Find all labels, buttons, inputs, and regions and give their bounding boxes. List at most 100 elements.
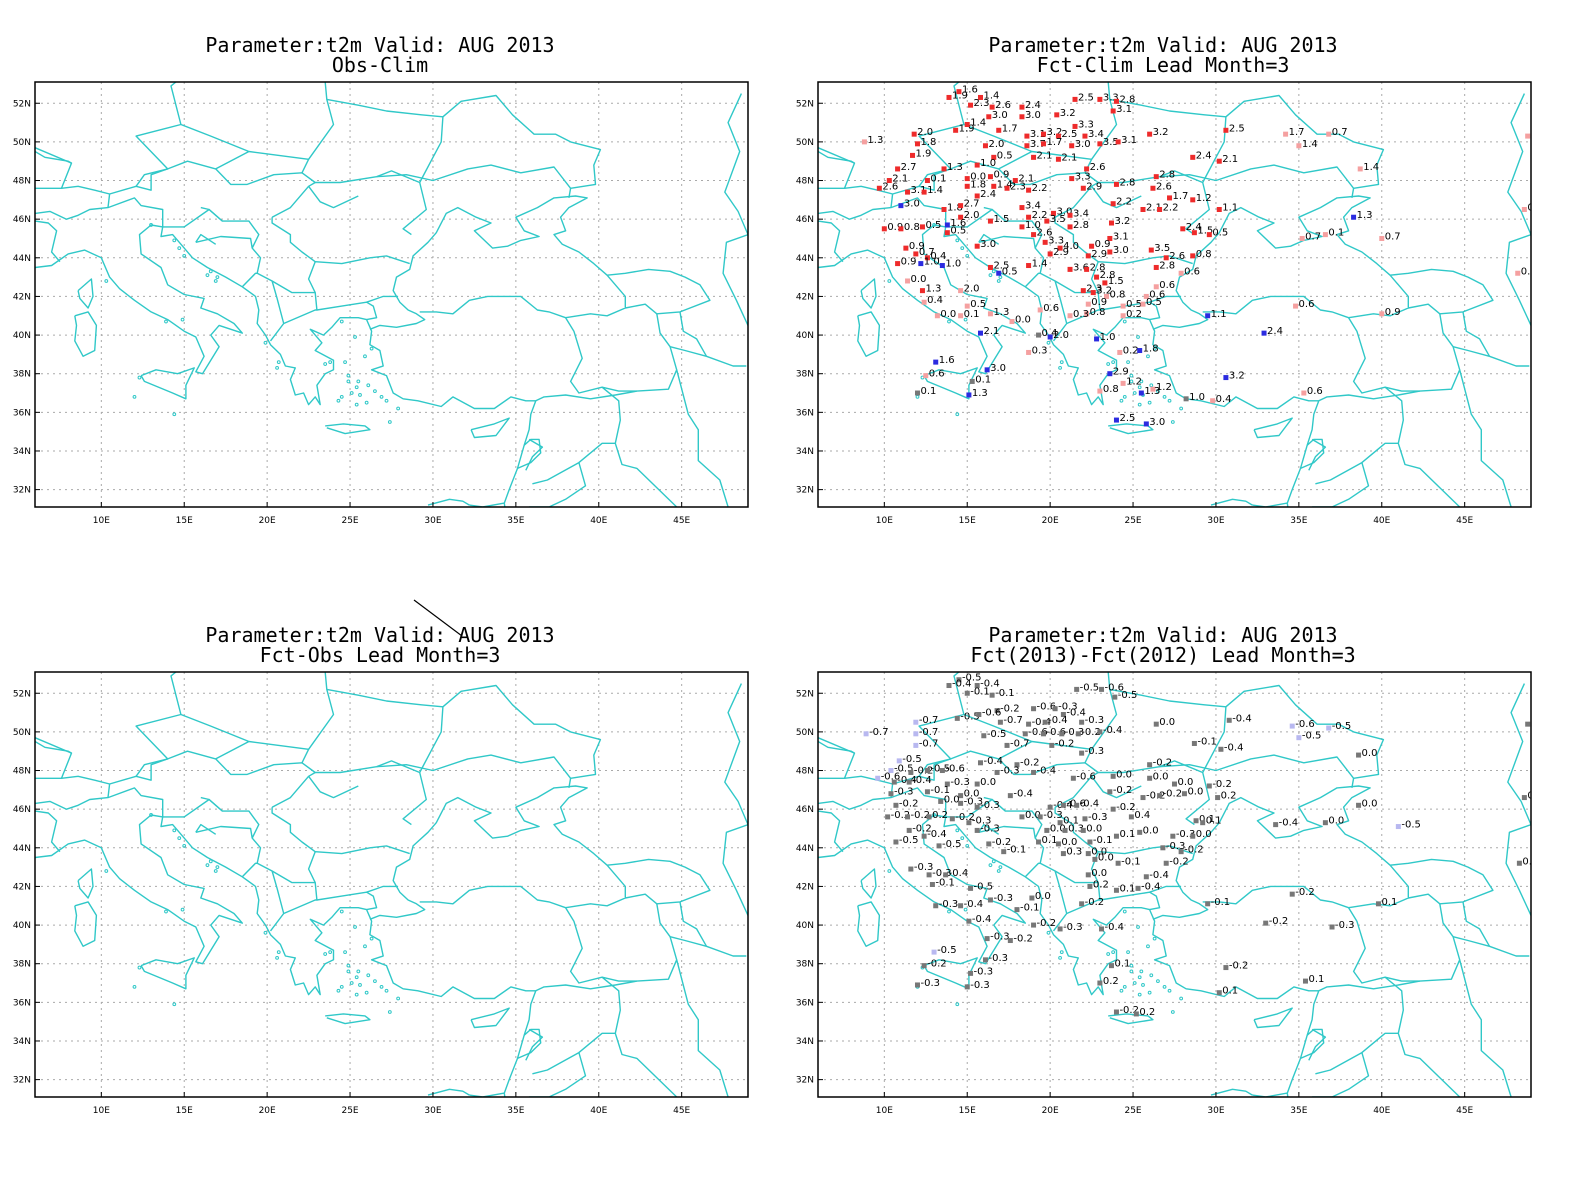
station-square	[1107, 235, 1113, 241]
station-marker: 1.9	[946, 90, 968, 101]
station-value: 1.4	[983, 90, 999, 101]
coastline	[35, 787, 164, 817]
station-square	[1029, 895, 1035, 901]
station-value: 0.0	[1328, 816, 1344, 827]
station-value: 2.3	[974, 98, 990, 109]
station-value: -0.4	[1103, 725, 1123, 736]
island	[947, 909, 951, 914]
coastline	[308, 185, 359, 209]
station-marker: -0.6	[1070, 771, 1096, 782]
station-square	[938, 798, 944, 804]
station-value: 0.9	[909, 241, 925, 252]
station-value: 1.3	[925, 284, 941, 295]
coastline	[1452, 346, 1530, 367]
station-marker: -0.4	[1135, 881, 1161, 892]
station-marker: 2.1	[1216, 154, 1238, 165]
coastline	[35, 224, 244, 375]
station-square	[974, 193, 980, 199]
island	[369, 346, 374, 351]
station-value: 1.0	[924, 257, 940, 268]
station-marker: -0.3	[984, 932, 1010, 943]
station-square	[1379, 311, 1385, 317]
lat-tick-label: 32N	[796, 1076, 814, 1086]
station-square	[976, 712, 982, 717]
station-marker: -0.5	[1395, 820, 1421, 831]
station-value: 0.5	[1002, 266, 1018, 277]
map-fct-clim: 1.61.41.92.3 2.6 2.42.5 3.3 2.83.0 3.0 3.2 3.13…	[796, 81, 1532, 526]
station-square	[1004, 185, 1010, 191]
station-value: 1.4	[970, 118, 986, 129]
lat-tick-label: 32N	[13, 486, 31, 496]
station-value: 2.0	[917, 127, 933, 138]
station-value: -0.3	[1088, 812, 1108, 823]
station-marker: 3.3	[1097, 92, 1119, 103]
station-value: -0.3	[964, 796, 984, 807]
station-value: 0.8	[1103, 384, 1119, 395]
station-square	[875, 775, 881, 781]
station-square	[964, 122, 970, 127]
station-value: 2.0	[964, 284, 980, 295]
station-value: -0.6	[982, 708, 1002, 719]
panel-subtitle: Fct-Clim Lead Month=3	[1036, 53, 1290, 77]
station-value: 0.0	[911, 274, 927, 285]
island	[1136, 335, 1140, 339]
station-square	[1289, 891, 1295, 897]
station-square	[1080, 827, 1086, 833]
station-square	[1120, 303, 1126, 309]
station-square	[968, 885, 974, 891]
station-square	[996, 270, 1002, 276]
coastline	[135, 672, 335, 777]
island	[998, 865, 1003, 870]
station-value: 0.0	[1116, 769, 1132, 780]
station-marker: -0.3	[888, 787, 913, 798]
station-value: -0.2	[1020, 758, 1040, 769]
station-value: 0.9	[901, 257, 917, 268]
island	[1179, 406, 1184, 411]
station-square	[908, 769, 914, 775]
station-marker: -0.5	[1296, 731, 1321, 742]
station-marker: 1.3	[1138, 386, 1160, 397]
station-square	[1296, 143, 1302, 149]
station-value: -0.5	[894, 764, 914, 775]
station-marker: 0.1	[1113, 829, 1135, 840]
coastline	[470, 417, 510, 439]
station-square	[1356, 752, 1362, 758]
island	[1059, 950, 1064, 955]
station-square	[1097, 96, 1103, 102]
station-square	[1140, 301, 1146, 307]
station-marker: 0.8	[1104, 289, 1125, 300]
coastline	[77, 278, 94, 309]
station-square	[1055, 841, 1061, 847]
coastline	[195, 233, 217, 245]
station-square	[1218, 746, 1224, 752]
island	[887, 279, 892, 283]
island	[132, 394, 137, 399]
station-square	[958, 203, 964, 209]
station-value: 0.2	[1093, 879, 1109, 890]
coastline	[535, 346, 678, 402]
station-value: -0.4	[1048, 715, 1068, 726]
station-square	[1153, 264, 1159, 270]
coastline	[326, 94, 602, 199]
station-value: 3.0	[904, 199, 920, 210]
station-marker: 0.9	[1085, 297, 1107, 308]
lon-tick-label: 20E	[259, 1106, 276, 1116]
station-square	[936, 843, 942, 849]
island	[339, 909, 344, 914]
coastline	[578, 1032, 678, 1097]
coastline	[1300, 438, 1325, 470]
station-marker: 0.2	[1087, 879, 1109, 890]
station-value: 2.9	[1053, 247, 1069, 258]
station-square	[1379, 235, 1385, 241]
coastline	[301, 158, 310, 174]
coastline	[679, 311, 708, 357]
station-value: -0.3	[939, 899, 959, 910]
station-square	[1084, 166, 1090, 172]
station-square	[1001, 849, 1007, 855]
station-marker: 2.2	[1157, 203, 1178, 214]
island	[1170, 1010, 1175, 1014]
station-marker: 0.1	[914, 386, 936, 397]
station-marker: 2.1	[1140, 203, 1162, 214]
station-square	[958, 214, 964, 220]
station-value: 1.0	[1189, 392, 1205, 403]
